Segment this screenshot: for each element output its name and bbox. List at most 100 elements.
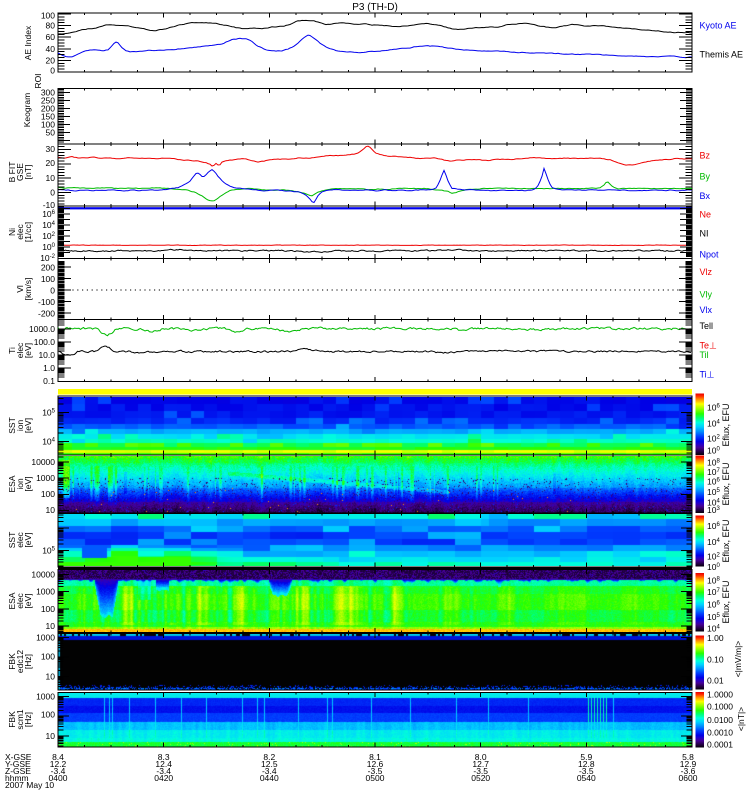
svg-text:104: 104	[707, 419, 720, 429]
svg-text:0400: 0400	[49, 773, 68, 783]
svg-text:Ti: Ti	[7, 347, 17, 354]
svg-text:B FIT: B FIT	[7, 162, 17, 183]
svg-text:20: 20	[46, 56, 56, 66]
svg-text:-3.5: -3.5	[579, 766, 594, 776]
svg-text:Vly: Vly	[700, 290, 713, 300]
svg-text:106: 106	[707, 477, 720, 487]
svg-text:edc12: edc12	[15, 650, 25, 673]
svg-text:0.0100: 0.0100	[707, 715, 733, 725]
svg-text:Ne: Ne	[700, 210, 712, 220]
svg-text:105: 105	[707, 612, 720, 622]
svg-text:12.9: 12.9	[680, 759, 697, 769]
svg-text:8.0: 8.0	[475, 752, 487, 762]
svg-text:12.2: 12.2	[50, 759, 67, 769]
svg-text:Til: Til	[700, 350, 709, 360]
svg-text:1.0: 1.0	[43, 363, 55, 373]
svg-text:104: 104	[42, 437, 55, 447]
svg-text:50: 50	[46, 128, 56, 138]
svg-text:<|nT|>: <|nT|>	[736, 707, 746, 731]
svg-text:8.4: 8.4	[52, 752, 64, 762]
svg-text:106: 106	[707, 521, 720, 531]
svg-text:-3.4: -3.4	[156, 766, 171, 776]
svg-text:150: 150	[41, 112, 55, 122]
svg-text:8.1: 8.1	[369, 752, 381, 762]
svg-text:104: 104	[707, 498, 720, 508]
svg-text:106: 106	[42, 209, 55, 219]
svg-text:[1/cc]: [1/cc]	[23, 222, 33, 242]
svg-text:-10: -10	[43, 200, 56, 210]
svg-text:-3.6: -3.6	[681, 766, 696, 776]
svg-text:elec: elec	[15, 531, 25, 547]
svg-text:ion: ion	[15, 420, 25, 432]
svg-text:10: 10	[46, 173, 56, 183]
svg-text:100: 100	[707, 562, 720, 572]
svg-text:[eV]: [eV]	[23, 476, 33, 491]
svg-text:0540: 0540	[577, 773, 596, 783]
svg-text:106: 106	[707, 403, 720, 413]
svg-text:scm1: scm1	[15, 709, 25, 730]
svg-text:0.01: 0.01	[707, 676, 724, 686]
svg-text:hhmm: hhmm	[5, 773, 29, 783]
svg-text:elec: elec	[15, 342, 25, 358]
svg-text:12.8: 12.8	[578, 759, 595, 769]
svg-text:104: 104	[707, 624, 720, 634]
svg-text:Bz: Bz	[700, 151, 711, 161]
svg-text:ROI: ROI	[33, 73, 43, 88]
svg-text:P3 (TH-D): P3 (TH-D)	[352, 2, 398, 13]
svg-text:SST: SST	[7, 532, 17, 549]
svg-text:Vl: Vl	[15, 285, 25, 293]
svg-text:12.4: 12.4	[155, 759, 172, 769]
svg-text:1000: 1000	[36, 692, 55, 702]
svg-text:10: 10	[46, 731, 56, 741]
svg-text:AE Index: AE Index	[23, 25, 33, 60]
svg-text:1000: 1000	[36, 587, 55, 597]
svg-text:[eV]: [eV]	[23, 343, 33, 358]
svg-text:elec: elec	[15, 223, 25, 239]
svg-text:-3.4: -3.4	[51, 766, 66, 776]
svg-text:Te⊥: Te⊥	[700, 341, 718, 351]
svg-text:0: 0	[50, 188, 55, 198]
svg-text:105: 105	[42, 546, 55, 556]
svg-text:-3.4: -3.4	[262, 766, 277, 776]
svg-text:10: 10	[46, 621, 56, 631]
svg-text:Ni: Ni	[7, 228, 17, 236]
svg-text:0.0010: 0.0010	[707, 728, 733, 738]
svg-text:Npot: Npot	[700, 250, 720, 260]
svg-text:1000.0: 1000.0	[29, 324, 55, 334]
svg-text:0420: 0420	[154, 773, 173, 783]
svg-text:Eflux, EFU: Eflux, EFU	[721, 462, 731, 505]
svg-text:100.0: 100.0	[34, 337, 56, 347]
svg-text:[nT]: [nT]	[23, 165, 33, 180]
svg-text:100: 100	[42, 242, 55, 252]
svg-text:104: 104	[42, 220, 55, 230]
svg-text:250: 250	[41, 96, 55, 106]
svg-text:Y-GSE: Y-GSE	[5, 759, 31, 769]
svg-text:ESA: ESA	[7, 475, 17, 492]
svg-text:12.6: 12.6	[367, 759, 384, 769]
svg-text:Eflux, EFU: Eflux, EFU	[721, 580, 731, 623]
svg-text:104: 104	[707, 537, 720, 547]
svg-text:X-GSE: X-GSE	[5, 752, 32, 762]
svg-text:By: By	[700, 172, 711, 182]
svg-text:10: 10	[46, 505, 56, 515]
svg-text:Eflux, EFU: Eflux, EFU	[721, 519, 731, 562]
svg-text:0600: 0600	[679, 773, 698, 783]
svg-text:[km/s]: [km/s]	[23, 278, 33, 301]
svg-text:107: 107	[707, 467, 720, 477]
svg-text:100: 100	[41, 11, 55, 21]
svg-text:0: 0	[50, 286, 55, 296]
svg-text:100: 100	[41, 652, 55, 662]
svg-text:10000: 10000	[31, 570, 55, 580]
svg-text:0.10: 0.10	[707, 655, 724, 665]
svg-text:ESA: ESA	[7, 592, 17, 609]
svg-text:Vlx: Vlx	[700, 305, 713, 315]
svg-text:-3.5: -3.5	[368, 766, 383, 776]
svg-text:[Hz]: [Hz]	[23, 654, 33, 669]
svg-text:1.0000: 1.0000	[707, 690, 733, 700]
svg-text:ion: ion	[15, 478, 25, 490]
svg-text:[eV]: [eV]	[23, 418, 33, 433]
svg-text:10000: 10000	[31, 457, 55, 467]
svg-text:300: 300	[41, 88, 55, 98]
svg-text:0520: 0520	[471, 773, 490, 783]
svg-text:105: 105	[707, 487, 720, 497]
